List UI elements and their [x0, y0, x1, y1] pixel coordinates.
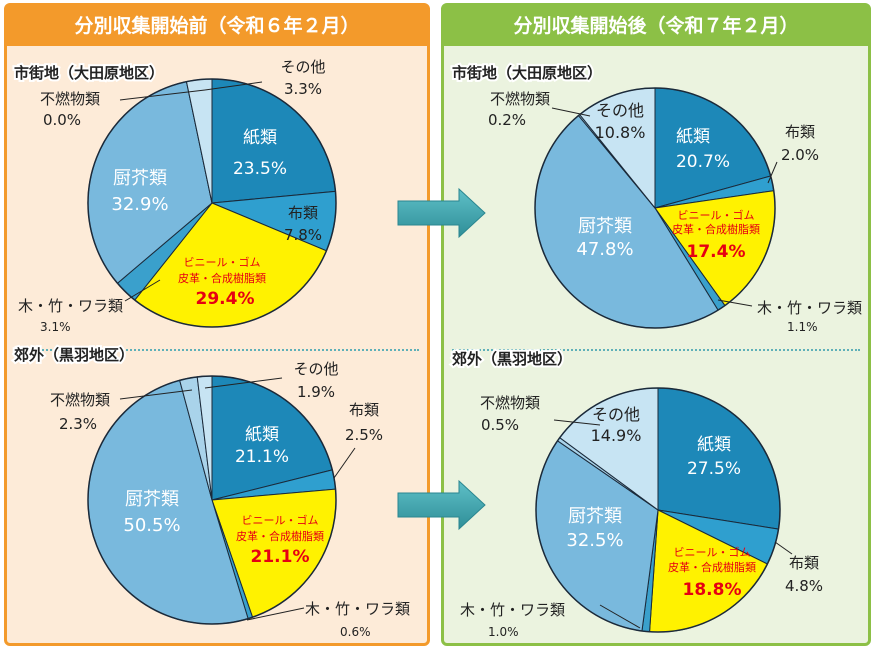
pie-title: 市街地（大田原地区） — [14, 64, 164, 82]
pie-value-paper: 23.5% — [233, 159, 287, 179]
leader-line-cloth — [333, 447, 356, 479]
leader-line-nonburn — [551, 107, 591, 117]
leader-line-other — [204, 377, 283, 389]
pie-outline — [87, 78, 337, 328]
pie-title: 市街地（大田原地区） — [452, 64, 602, 82]
pie-value-other: 14.9% — [591, 426, 642, 445]
arrow-icon — [397, 187, 486, 239]
pie-value-nonburn: 0.5% — [481, 416, 519, 434]
pie-value-plastic: 21.1% — [251, 547, 310, 567]
after-divider — [452, 349, 860, 351]
pie-value-wood: 1.1% — [787, 320, 818, 334]
leader-line-nonburn — [119, 89, 206, 101]
pie-value-kitchen: 47.8% — [576, 239, 633, 260]
pie-value-kitchen: 50.5% — [123, 515, 180, 536]
pie-value-nonburn: 0.0% — [43, 111, 81, 129]
pie-outline — [87, 375, 337, 625]
pie-label-cloth: 布類 — [349, 401, 379, 419]
pie-value-kitchen: 32.9% — [111, 194, 168, 215]
pie-label-wood: 木・竹・ワラ類 — [460, 601, 565, 619]
leader-line-cloth — [767, 161, 778, 184]
pie-value-nonburn: 0.2% — [488, 111, 526, 129]
pie-value-other: 10.8% — [595, 123, 646, 142]
pie-label-paper: 紙類 — [245, 425, 279, 445]
leader-line-nonburn — [119, 389, 193, 400]
pie-value-plastic: 29.4% — [196, 289, 255, 309]
pie-label-plastic-2: 皮革・合成樹脂類 — [178, 271, 266, 285]
pie-outline — [535, 387, 781, 633]
pie-value-other: 1.9% — [297, 383, 335, 401]
leader-line-wood — [124, 279, 161, 302]
pie-title: 郊外（黒羽地区） — [452, 350, 572, 368]
arrow-icon — [397, 479, 486, 531]
pie-label-cloth: 布類 — [785, 123, 815, 141]
pie-label-paper: 紙類 — [243, 128, 277, 148]
before-header: 分別収集開始前（令和６年２月） — [7, 6, 427, 46]
pie-label-paper: 紙類 — [697, 435, 731, 455]
pie-outline — [534, 87, 776, 329]
pie-value-wood: 3.1% — [40, 320, 71, 334]
pie-label-other: その他 — [293, 360, 338, 378]
pie-label-plastic: ビニール・ゴム — [674, 545, 751, 559]
pie-value-kitchen: 32.5% — [566, 530, 623, 551]
pie-label-cloth: 布類 — [789, 554, 819, 572]
pie-label-kitchen: 厨芥類 — [125, 489, 179, 510]
pie-label-other: その他 — [280, 58, 325, 76]
pie-value-nonburn: 2.3% — [59, 415, 97, 433]
pie-label-cloth: 布類 — [288, 204, 318, 222]
pie-label-nonburn: 不燃物類 — [50, 391, 110, 409]
pie-label-paper: 紙類 — [676, 127, 710, 147]
pie-value-plastic: 18.8% — [683, 580, 742, 600]
pie-label-nonburn: 不燃物類 — [40, 90, 100, 108]
pie-label-wood: 木・竹・ワラ類 — [18, 297, 123, 315]
pie-value-paper: 21.1% — [235, 447, 289, 467]
pie-label-wood: 木・竹・ワラ類 — [305, 600, 410, 618]
pie-label-other: その他 — [596, 101, 644, 120]
pie-value-cloth: 7.8% — [284, 226, 322, 244]
leader-line-wood — [717, 299, 753, 307]
pie-label-kitchen: 厨芥類 — [113, 168, 167, 189]
pie-value-cloth: 2.0% — [781, 146, 819, 164]
pie-label-plastic-2: 皮革・合成樹脂類 — [672, 222, 760, 236]
pie-label-plastic-2: 皮革・合成樹脂類 — [236, 529, 324, 543]
pie-title: 郊外（黒羽地区） — [14, 346, 134, 364]
pie-label-wood: 木・竹・ワラ類 — [757, 299, 862, 317]
leader-line-wood — [246, 607, 305, 621]
leader-line-wood — [599, 604, 641, 629]
pie-chart-before-2: 郊外（黒羽地区）紙類21.1%布類2.5%ビニール・ゴム皮革・合成樹脂類21.1… — [12, 344, 410, 639]
pie-value-paper: 27.5% — [687, 459, 741, 479]
pie-value-wood: 0.6% — [340, 625, 371, 639]
pie-value-cloth: 4.8% — [785, 577, 823, 595]
pie-value-wood: 1.0% — [488, 625, 519, 639]
before-divider — [15, 349, 419, 351]
pie-label-other: その他 — [592, 405, 640, 424]
pie-label-kitchen: 厨芥類 — [568, 506, 622, 527]
leader-line-cloth — [774, 541, 793, 555]
pie-value-cloth: 2.5% — [345, 426, 383, 444]
leader-line-nonburn — [553, 419, 601, 426]
after-header: 分別収集開始後（令和７年２月） — [444, 6, 868, 46]
pie-label-nonburn: 不燃物類 — [490, 90, 550, 108]
pie-label-nonburn: 不燃物類 — [480, 394, 540, 412]
pie-label-plastic-2: 皮革・合成樹脂類 — [668, 560, 756, 574]
pie-value-plastic: 17.4% — [687, 242, 746, 262]
pie-value-other: 3.3% — [284, 80, 322, 98]
pie-label-plastic: ビニール・ゴム — [678, 208, 755, 222]
pie-label-plastic: ビニール・ゴム — [242, 513, 319, 527]
pie-label-plastic: ビニール・ゴム — [184, 255, 261, 269]
pie-label-kitchen: 厨芥類 — [578, 216, 632, 237]
leader-line-other — [204, 81, 263, 91]
pie-value-paper: 20.7% — [676, 152, 730, 172]
